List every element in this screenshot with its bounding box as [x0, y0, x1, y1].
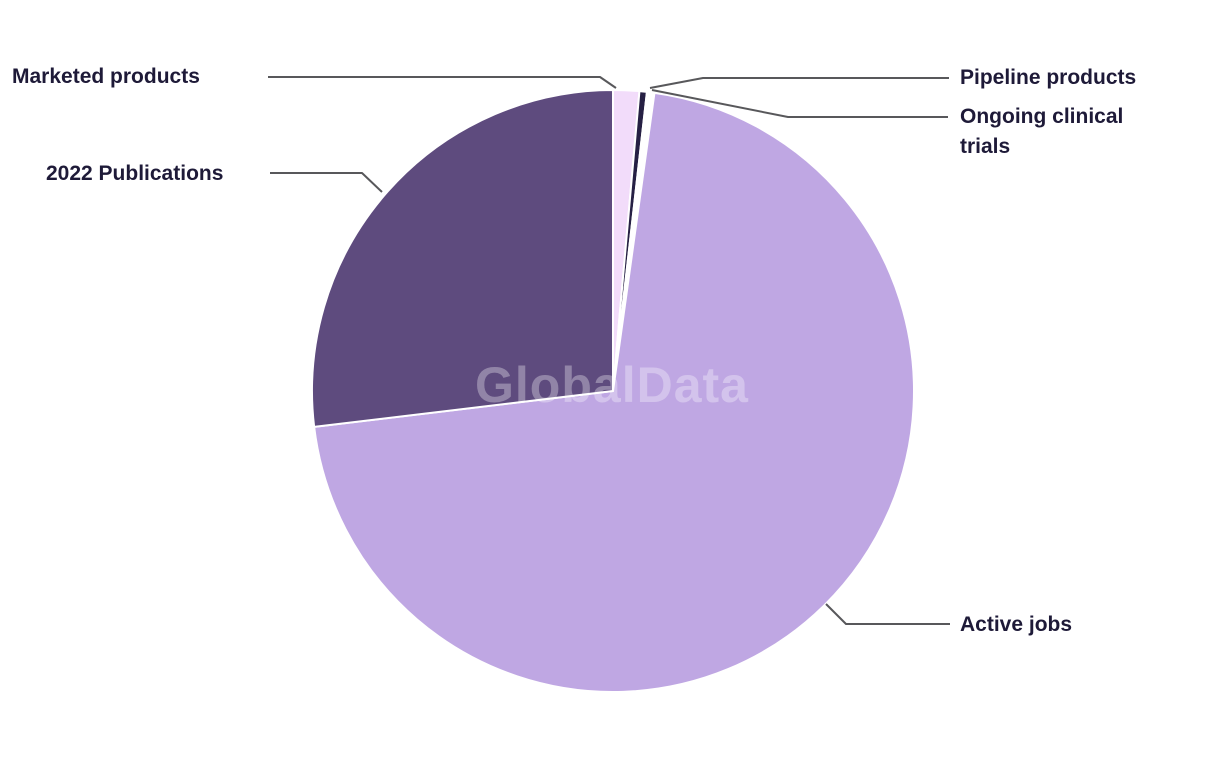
leader-line-2022-publications: [270, 172, 383, 193]
label-active-jobs: Active jobs: [960, 613, 1073, 636]
leader-line-active-jobs: [825, 603, 950, 625]
leader-line-ongoing-clinical-trials: [651, 89, 948, 118]
label-pipeline-products: Pipeline products: [960, 66, 1137, 89]
label-marketed-products: Marketed products: [12, 65, 200, 88]
pie-slice-active-jobs[interactable]: [313, 91, 915, 693]
label-ongoing-clinical-trials: Ongoing clinical trials: [960, 105, 1124, 158]
pie: [311, 88, 915, 693]
leader-line-marketed-products: [268, 76, 617, 89]
leader-line-pipeline-products: [649, 77, 949, 89]
pie-slice-2022-publications[interactable]: [311, 89, 614, 428]
label-2022-publications: 2022 Publications: [46, 162, 224, 185]
